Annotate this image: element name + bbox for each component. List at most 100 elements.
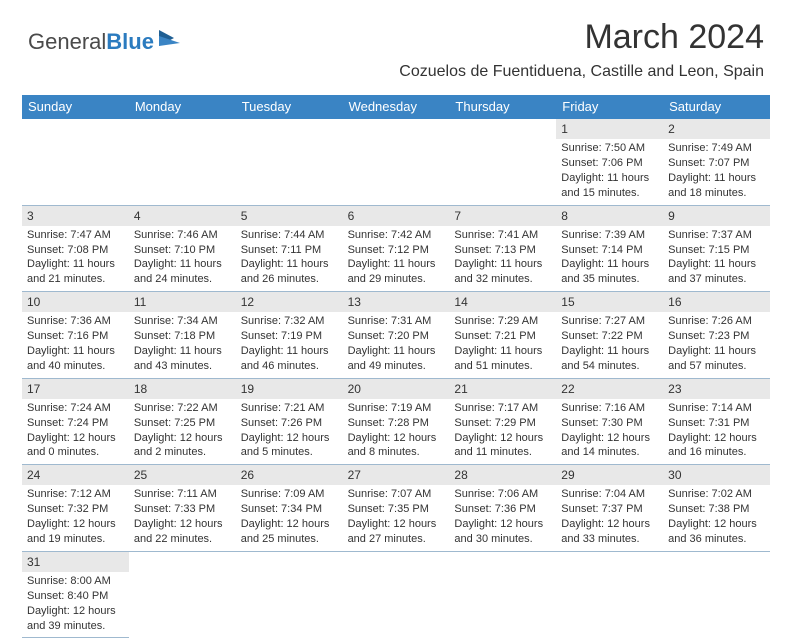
daylight-line-2: and 5 minutes. <box>241 445 338 460</box>
logo-text-blue: Blue <box>106 29 154 54</box>
day-number: 8 <box>556 206 663 226</box>
day-number: 9 <box>663 206 770 226</box>
day-number: 20 <box>343 379 450 399</box>
sunrise-line: Sunrise: 7:27 AM <box>561 314 658 329</box>
sunrise-line: Sunrise: 7:46 AM <box>134 228 231 243</box>
calendar-day-cell: 14Sunrise: 7:29 AMSunset: 7:21 PMDayligh… <box>449 292 556 379</box>
calendar-day-cell: 6Sunrise: 7:42 AMSunset: 7:12 PMDaylight… <box>343 206 450 293</box>
logo-text-general: General <box>28 29 106 54</box>
sunset-line: Sunset: 7:28 PM <box>348 416 445 431</box>
sunrise-line: Sunrise: 7:22 AM <box>134 401 231 416</box>
sunset-line: Sunset: 7:16 PM <box>27 329 124 344</box>
weekday-header: Sunday <box>22 95 129 119</box>
day-number: 30 <box>663 465 770 485</box>
daylight-line-2: and 46 minutes. <box>241 359 338 374</box>
sunset-line: Sunset: 7:20 PM <box>348 329 445 344</box>
daylight-line-2: and 40 minutes. <box>27 359 124 374</box>
daylight-line-1: Daylight: 11 hours <box>241 344 338 359</box>
sunrise-line: Sunrise: 7:07 AM <box>348 487 445 502</box>
day-number: 1 <box>556 119 663 139</box>
daylight-line-2: and 32 minutes. <box>454 272 551 287</box>
daylight-line-2: and 8 minutes. <box>348 445 445 460</box>
daylight-line-1: Daylight: 12 hours <box>561 431 658 446</box>
daylight-line-2: and 54 minutes. <box>561 359 658 374</box>
sunrise-line: Sunrise: 7:16 AM <box>561 401 658 416</box>
daylight-line-1: Daylight: 12 hours <box>27 604 124 619</box>
sunset-line: Sunset: 7:37 PM <box>561 502 658 517</box>
day-number: 2 <box>663 119 770 139</box>
sunrise-line: Sunrise: 7:41 AM <box>454 228 551 243</box>
month-title: March 2024 <box>399 18 764 57</box>
daylight-line-2: and 0 minutes. <box>27 445 124 460</box>
daylight-line-1: Daylight: 12 hours <box>348 431 445 446</box>
sunrise-line: Sunrise: 7:39 AM <box>561 228 658 243</box>
calendar-day-cell: 31Sunrise: 8:00 AMSunset: 8:40 PMDayligh… <box>22 552 129 638</box>
day-number: 21 <box>449 379 556 399</box>
calendar-day-cell: 24Sunrise: 7:12 AMSunset: 7:32 PMDayligh… <box>22 465 129 552</box>
day-number: 23 <box>663 379 770 399</box>
daylight-line-2: and 57 minutes. <box>668 359 765 374</box>
location-subtitle: Cozuelos de Fuentiduena, Castille and Le… <box>399 63 764 81</box>
calendar-empty-cell <box>236 552 343 638</box>
calendar-day-cell: 22Sunrise: 7:16 AMSunset: 7:30 PMDayligh… <box>556 379 663 466</box>
daylight-line-1: Daylight: 11 hours <box>454 257 551 272</box>
calendar-day-cell: 1Sunrise: 7:50 AMSunset: 7:06 PMDaylight… <box>556 119 663 206</box>
daylight-line-1: Daylight: 12 hours <box>241 517 338 532</box>
daylight-line-1: Daylight: 11 hours <box>454 344 551 359</box>
daylight-line-2: and 33 minutes. <box>561 532 658 547</box>
calendar-empty-cell <box>129 552 236 638</box>
sunrise-line: Sunrise: 8:00 AM <box>27 574 124 589</box>
daylight-line-1: Daylight: 12 hours <box>27 431 124 446</box>
daylight-line-1: Daylight: 11 hours <box>241 257 338 272</box>
sunset-line: Sunset: 7:08 PM <box>27 243 124 258</box>
calendar: SundayMondayTuesdayWednesdayThursdayFrid… <box>22 95 770 638</box>
sunrise-line: Sunrise: 7:09 AM <box>241 487 338 502</box>
day-number: 25 <box>129 465 236 485</box>
weekday-header: Wednesday <box>343 95 450 119</box>
sunset-line: Sunset: 7:21 PM <box>454 329 551 344</box>
sunrise-line: Sunrise: 7:29 AM <box>454 314 551 329</box>
calendar-body: 1Sunrise: 7:50 AMSunset: 7:06 PMDaylight… <box>22 119 770 638</box>
daylight-line-2: and 14 minutes. <box>561 445 658 460</box>
daylight-line-1: Daylight: 11 hours <box>668 171 765 186</box>
calendar-day-cell: 16 Sunrise: 7:26 AMSunset: 7:23 PMDayligh… <box>663 292 770 379</box>
day-number: 26 <box>236 465 343 485</box>
sunrise-line: Sunrise: 7:14 AM <box>668 401 765 416</box>
calendar-day-cell: 15Sunrise: 7:27 AMSunset: 7:22 PMDayligh… <box>556 292 663 379</box>
sunset-line: Sunset: 7:23 PM <box>668 329 765 344</box>
sunrise-line: Sunrise: 7:34 AM <box>134 314 231 329</box>
day-number: 5 <box>236 206 343 226</box>
daylight-line-2: and 2 minutes. <box>134 445 231 460</box>
weekday-header: Thursday <box>449 95 556 119</box>
daylight-line-2: and 19 minutes. <box>27 532 124 547</box>
sunset-line: Sunset: 7:29 PM <box>454 416 551 431</box>
sunrise-line: Sunrise: 7:44 AM <box>241 228 338 243</box>
weekday-header: Monday <box>129 95 236 119</box>
day-number: 7 <box>449 206 556 226</box>
calendar-empty-cell <box>129 119 236 206</box>
sunset-line: Sunset: 7:10 PM <box>134 243 231 258</box>
daylight-line-2: and 43 minutes. <box>134 359 231 374</box>
daylight-line-1: Daylight: 11 hours <box>134 344 231 359</box>
day-number: 16 <box>663 292 770 312</box>
daylight-line-1: Daylight: 11 hours <box>668 344 765 359</box>
header: GeneralBlue March 2024 Cozuelos de Fuent… <box>0 0 792 89</box>
sunrise-line: Sunrise: 7:04 AM <box>561 487 658 502</box>
sunrise-line: Sunrise: 7:26 AM <box>668 314 765 329</box>
sunset-line: Sunset: 7:18 PM <box>134 329 231 344</box>
day-number: 22 <box>556 379 663 399</box>
day-number: 29 <box>556 465 663 485</box>
calendar-day-cell: 19Sunrise: 7:21 AMSunset: 7:26 PMDayligh… <box>236 379 343 466</box>
daylight-line-2: and 36 minutes. <box>668 532 765 547</box>
day-number: 24 <box>22 465 129 485</box>
sunset-line: Sunset: 8:40 PM <box>27 589 124 604</box>
sunset-line: Sunset: 7:35 PM <box>348 502 445 517</box>
calendar-day-cell: 13Sunrise: 7:31 AMSunset: 7:20 PMDayligh… <box>343 292 450 379</box>
daylight-line-1: Daylight: 11 hours <box>561 171 658 186</box>
sunrise-line: Sunrise: 7:11 AM <box>134 487 231 502</box>
calendar-header-row: SundayMondayTuesdayWednesdayThursdayFrid… <box>22 95 770 119</box>
calendar-empty-cell <box>556 552 663 638</box>
daylight-line-2: and 18 minutes. <box>668 186 765 201</box>
sunrise-line: Sunrise: 7:31 AM <box>348 314 445 329</box>
daylight-line-1: Daylight: 12 hours <box>134 431 231 446</box>
